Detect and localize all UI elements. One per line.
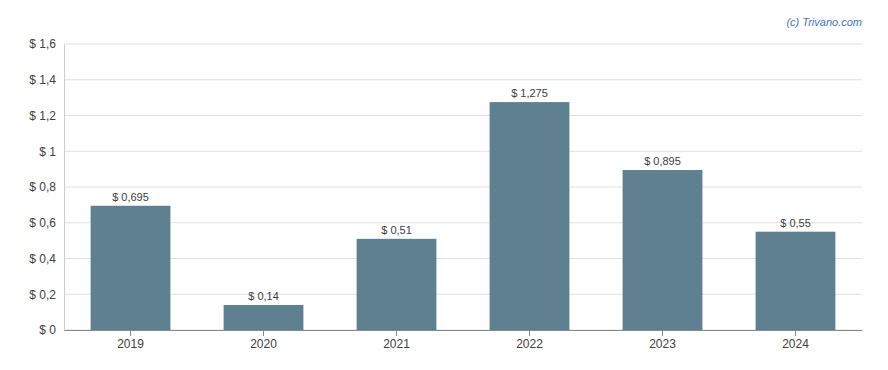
grid-line	[64, 187, 862, 188]
tick-label: 2020	[250, 337, 277, 351]
tick-mark	[529, 330, 530, 336]
tick-label: 2021	[383, 337, 410, 351]
grid-line	[64, 115, 862, 116]
data-label: $ 0,895	[644, 155, 681, 167]
bar	[623, 170, 703, 330]
grid-line	[64, 258, 862, 259]
annotation: (c) Trivano.com	[786, 16, 862, 28]
plot: $ 0 $ 0,2 $ 0,4 $ 0,6 $ 0,8 $ 1 $ 1,2 $ 1,4 $ 1,…	[29, 37, 862, 350]
tick-label: 2023	[649, 337, 676, 351]
tick-label: $ 1	[39, 145, 56, 159]
tick-label: 2024	[782, 337, 809, 351]
tick: 2019	[117, 330, 144, 351]
tick-label: $ 0	[39, 323, 56, 337]
axis-line	[65, 330, 863, 331]
grid-line	[64, 294, 862, 295]
tick-label: $ 0,4	[29, 252, 56, 266]
tick: $ 1,2	[29, 109, 64, 123]
tick: $ 1,6	[29, 37, 64, 51]
tick: 2020	[250, 330, 277, 351]
data-label: $ 0,51	[381, 224, 412, 236]
tick: $ 1	[39, 145, 64, 159]
bar	[490, 102, 570, 330]
tick: $ 0	[39, 323, 64, 337]
data-label: $ 0,55	[780, 217, 811, 229]
axis-line	[64, 45, 65, 331]
tick-label: $ 0,2	[29, 288, 56, 302]
grid-line	[64, 222, 862, 223]
tick-label: $ 0,6	[29, 216, 56, 230]
grid-line	[64, 330, 862, 331]
tick: 2023	[649, 330, 676, 351]
bar	[357, 239, 437, 330]
tick-mark	[130, 330, 131, 336]
tick: 2024	[782, 330, 809, 351]
y-axis: $ 0 $ 0,2 $ 0,4 $ 0,6 $ 0,8 $ 1 $ 1,2 $ 1,4 $ 1,…	[29, 37, 64, 337]
bars	[91, 102, 836, 330]
grid-line	[64, 151, 862, 152]
tick-mark	[396, 330, 397, 336]
data-label: $ 0,14	[248, 290, 279, 302]
tick: 2022	[516, 330, 543, 351]
tick: $ 0,6	[29, 216, 64, 230]
data-label: $ 1,275	[511, 87, 548, 99]
tick-mark	[263, 330, 264, 336]
tick: 2021	[383, 330, 410, 351]
chart: $ 0 $ 0,2 $ 0,4 $ 0,6 $ 0,8 $ 1 $ 1,2 $ 1,4 $ 1,…	[0, 0, 888, 370]
x-axis: 2019 2020 2021 2022 2023 2024	[65, 330, 863, 351]
grid-line	[64, 79, 862, 80]
tick: $ 0,2	[29, 288, 64, 302]
grid	[64, 44, 862, 330]
bar	[224, 305, 304, 330]
tick-label: 2022	[516, 337, 543, 351]
tick-mark	[795, 330, 796, 336]
data-labels: $ 0,695 $ 0,14 $ 0,51 $ 1,275 $ 0,895 $ 0,55	[112, 87, 811, 302]
tick: $ 1,4	[29, 73, 64, 87]
bar	[756, 232, 836, 330]
tick: $ 0,4	[29, 252, 64, 266]
bar	[91, 206, 171, 330]
tick-mark	[662, 330, 663, 336]
data-label: $ 0,695	[112, 191, 149, 203]
tick-label: 2019	[117, 337, 144, 351]
tick-label: $ 1,2	[29, 109, 56, 123]
tick-label: $ 1,4	[29, 73, 56, 87]
grid-line	[64, 44, 862, 45]
tick: $ 0,8	[29, 180, 64, 194]
tick-label: $ 0,8	[29, 180, 56, 194]
tick-label: $ 1,6	[29, 37, 56, 51]
